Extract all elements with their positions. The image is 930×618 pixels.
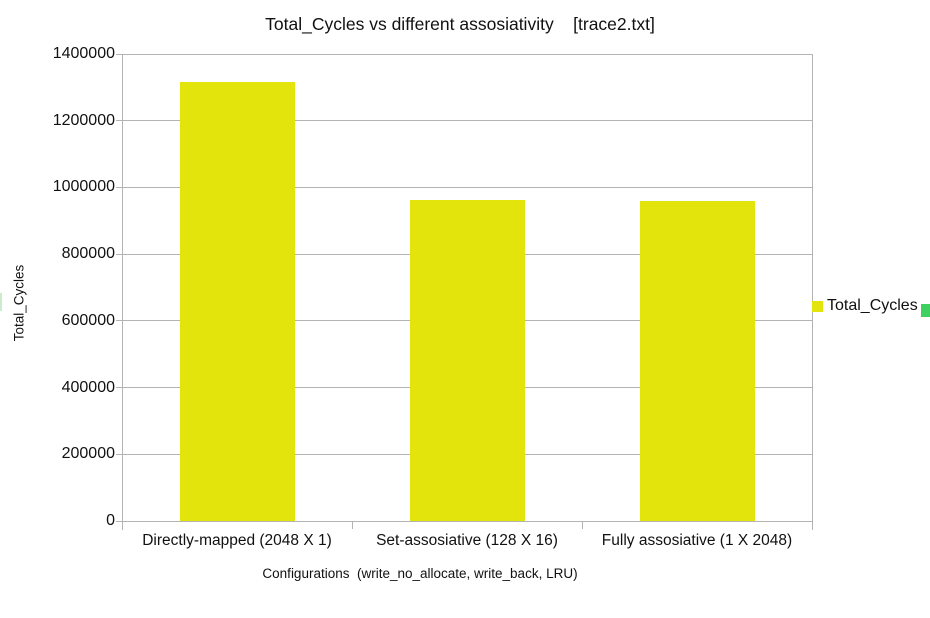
- x-axis-title: Configurations (write_no_allocate, write…: [262, 566, 578, 581]
- y-axis-tick-label: 400000: [61, 378, 115, 396]
- y-axis-line: [122, 54, 123, 530]
- x-axis-category-label: Set-assosiative (128 X 16): [376, 532, 558, 549]
- x-axis-tick: [122, 521, 123, 529]
- chart-title: Total_Cycles vs different assosiativity …: [265, 14, 655, 34]
- gridline-0: [116, 520, 813, 522]
- x-axis-tick: [582, 521, 583, 529]
- gridline-1000000: [116, 186, 813, 188]
- x-axis-category-label: Directly-mapped (2048 X 1): [142, 532, 332, 549]
- selection-handle-right-icon[interactable]: [921, 304, 930, 317]
- y-axis-tick-label: 1000000: [52, 178, 115, 196]
- y-axis-tick-label: 1400000: [52, 45, 115, 62]
- y-axis-tick-label: 600000: [61, 311, 115, 329]
- y-axis-tick-label: 1200000: [52, 111, 115, 129]
- gridline-1200000: [116, 120, 813, 122]
- bar-directly-mapped-2048-x-1[interactable]: [179, 82, 295, 521]
- gridline-1400000: [116, 53, 813, 55]
- bar-fully-assosiative-1-x-2048[interactable]: [639, 200, 755, 521]
- legend[interactable]: Total_Cycles: [812, 297, 918, 315]
- y-axis-tick-label: 800000: [61, 245, 115, 263]
- plot-right-border: [812, 54, 813, 530]
- x-axis-tick: [352, 521, 353, 529]
- legend-label: Total_Cycles: [827, 297, 918, 314]
- bar-set-assosiative-128-x-16[interactable]: [409, 199, 525, 521]
- y-axis-tick-label: 0: [106, 512, 115, 529]
- selection-handle-left-icon[interactable]: [0, 293, 2, 311]
- y-axis-tick-label: 200000: [61, 445, 115, 463]
- x-axis-tick: [812, 521, 813, 529]
- y-axis-title: Total_Cycles: [11, 264, 27, 342]
- x-axis-category-label: Fully assosiative (1 X 2048): [601, 532, 793, 549]
- legend-key-swatch: [812, 300, 823, 312]
